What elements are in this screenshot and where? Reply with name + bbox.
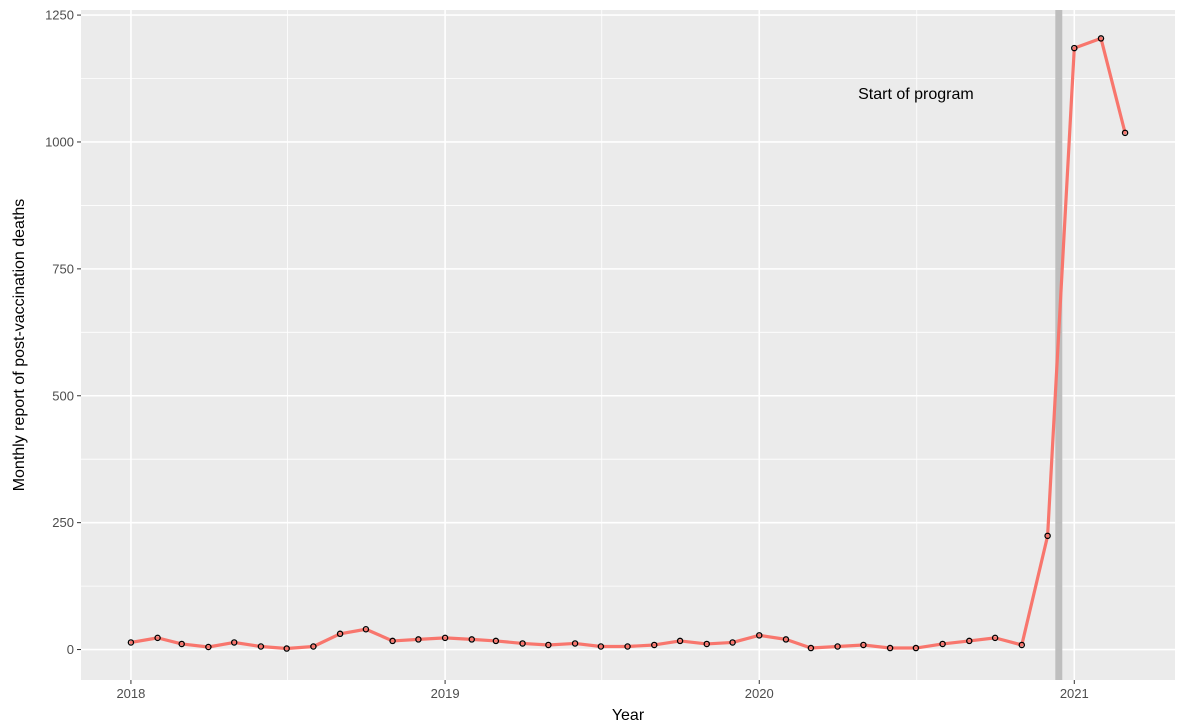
data-point [624,643,631,650]
y-tick-labels: 0 250 500 750 1000 1250 [45,8,74,657]
data-point [756,632,763,639]
y-tick-label: 1250 [45,8,74,23]
major-gridlines [81,10,1175,680]
points-layer [127,35,1129,652]
data-point [991,634,999,642]
data-point [230,639,238,646]
data-point [807,644,815,652]
data-point [939,640,946,648]
y-tick-label: 750 [52,261,74,276]
data-point [468,636,476,643]
data-point [336,630,344,638]
plot-panel [81,10,1175,680]
y-axis-title: Monthly report of post-vaccination death… [11,199,28,492]
series-line [129,36,1127,651]
y-tick-label: 250 [52,515,74,530]
x-tick-label: 2018 [116,686,145,701]
y-tick-label: 0 [67,642,74,657]
axis-ticks [77,14,1075,684]
data-point [310,643,317,650]
data-point [1097,35,1105,42]
data-point [886,644,894,652]
data-point [1121,129,1129,137]
data-point [154,634,161,642]
data-point [545,641,552,649]
data-point [597,643,605,650]
x-tick-label: 2019 [431,686,460,701]
series-layer [129,36,1127,651]
data-point [860,641,867,649]
data-point [441,634,449,642]
data-point [651,641,658,649]
data-point [127,639,135,646]
data-point [703,640,711,648]
x-axis-title: Year [612,707,645,724]
data-point [571,640,579,647]
data-point [729,639,736,646]
y-tick-label: 1000 [45,134,74,149]
data-point [1071,44,1078,52]
data-point [676,637,684,645]
data-point [205,643,212,651]
data-point [415,636,422,643]
data-point [782,636,790,643]
x-tick-labels: 2018 2019 2020 2021 [116,686,1088,701]
data-point [389,637,396,645]
data-point [912,644,920,652]
data-point [178,640,185,648]
x-tick-label: 2021 [1060,686,1089,701]
y-tick-label: 500 [52,388,74,403]
data-point [1044,532,1051,540]
data-point [257,643,265,650]
annotation-start-of-program: Start of program [858,86,974,103]
data-point [362,625,370,633]
data-point [492,637,500,645]
data-point [519,640,526,647]
x-tick-label: 2020 [745,686,774,701]
minor-gridlines [81,10,1175,680]
data-point [966,637,973,645]
data-point [1018,641,1026,649]
data-point [834,643,841,650]
data-point [283,645,290,652]
